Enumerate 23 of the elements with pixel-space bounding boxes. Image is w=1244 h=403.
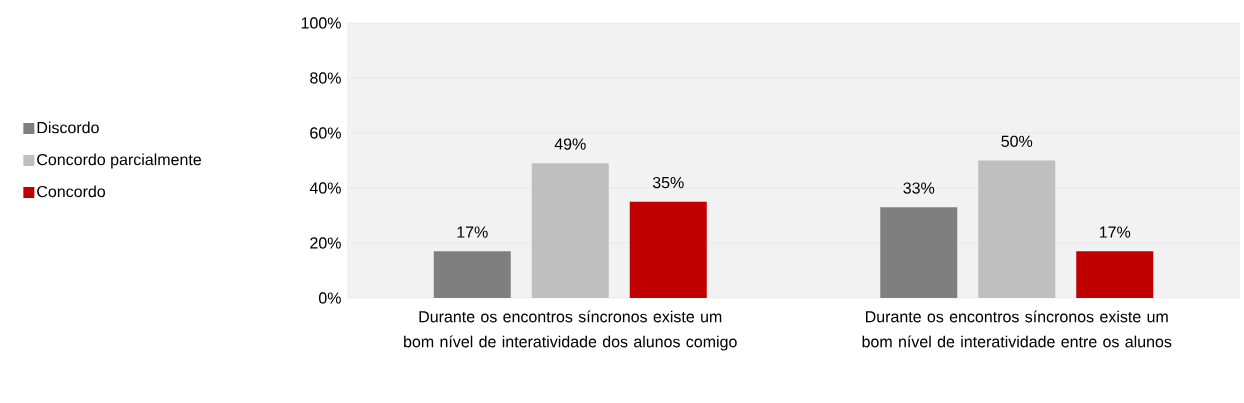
y-tick-label: 80% (310, 72, 341, 84)
legend-label: Concordo parcialmente (37, 153, 202, 169)
bar (978, 160, 1056, 298)
data-label: 17% (1099, 226, 1131, 238)
x-tick-label: Durante os encontros síncronos existe um bom nível de interatividade dos alunos comigo (404, 310, 737, 351)
data-label: 33% (903, 182, 935, 194)
y-tick-label: 40% (309, 182, 341, 194)
data-label: 35% (652, 176, 684, 189)
y-tick-label: 20% (310, 237, 341, 249)
y-tick-label: 60% (310, 127, 341, 139)
y-tick-label: 0% (318, 292, 341, 304)
legend-label: Discordo (37, 121, 99, 134)
bar (1076, 251, 1154, 298)
legend-label: Concordo (37, 185, 106, 198)
bar (433, 251, 511, 298)
data-label: 49% (554, 138, 586, 150)
x-tick-label: Durante os encontros síncronos existe um bom nível de interatividade entre os alunos (862, 310, 1172, 348)
bar (880, 207, 958, 298)
bar (531, 163, 609, 298)
y-tick-label: 100% (301, 17, 341, 29)
data-label: 17% (457, 226, 488, 238)
bar (629, 201, 707, 298)
data-label: 50% (1001, 135, 1033, 147)
